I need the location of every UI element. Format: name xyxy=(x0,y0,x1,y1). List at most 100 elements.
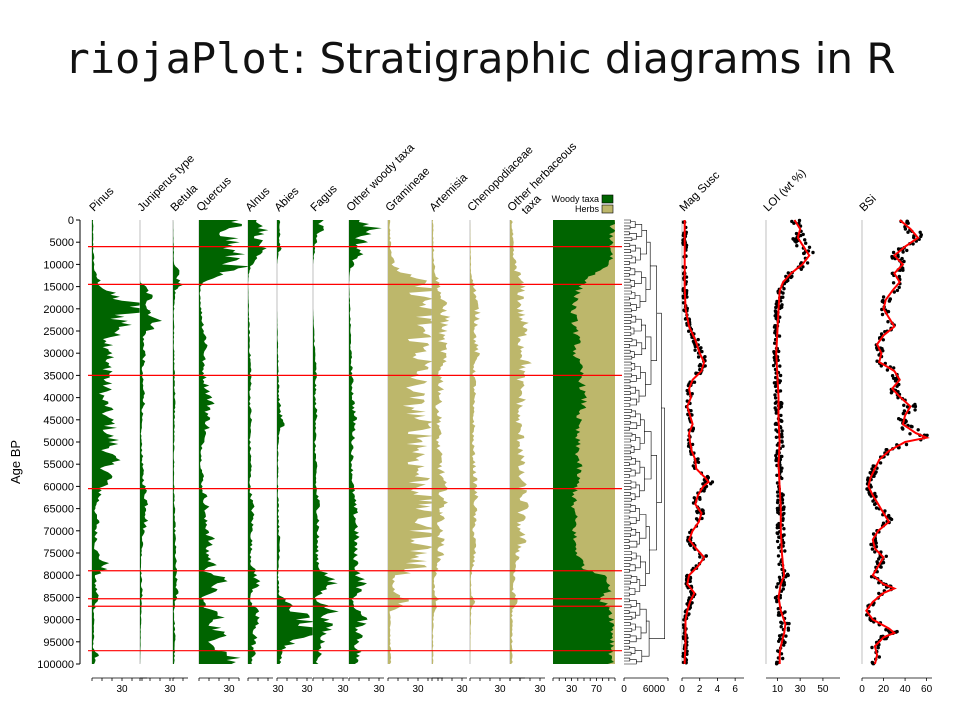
scatter-point xyxy=(873,550,877,554)
scatter-point xyxy=(811,250,815,255)
scatter-point xyxy=(704,554,708,558)
age-tick-label: 45000 xyxy=(43,415,74,427)
scatter-point xyxy=(905,248,909,253)
scatter-point xyxy=(774,411,778,415)
dendrogram-branch xyxy=(624,574,632,579)
taxon-x-tick-label: 30 xyxy=(272,684,284,695)
scatter-point xyxy=(901,427,905,431)
scatter-point xyxy=(782,527,786,531)
dendrogram-branch xyxy=(629,635,637,643)
scatter-panel-label: LOI (wt %) xyxy=(762,167,809,214)
scatter-point xyxy=(880,347,884,351)
scatter-point xyxy=(786,278,790,283)
dendrogram-branch xyxy=(624,580,631,585)
age-tick-label: 55000 xyxy=(43,459,74,471)
dendrogram-branch xyxy=(624,284,632,289)
scatter-point xyxy=(902,409,907,413)
dendrogram-branch xyxy=(624,659,637,665)
dendrogram-branch xyxy=(630,434,636,441)
dendrogram-branch xyxy=(624,320,632,324)
scatter-points-group xyxy=(681,220,715,665)
scatter-point xyxy=(876,646,880,650)
scatter-point xyxy=(884,448,888,452)
scatter-point xyxy=(776,494,780,498)
dendrogram-branch xyxy=(635,508,640,521)
dendrogram-branch xyxy=(629,422,638,429)
scatter-point xyxy=(795,244,799,248)
scatter-point xyxy=(777,535,781,539)
scatter-point xyxy=(698,362,702,367)
summary-x-tick-label: 70 xyxy=(591,684,603,695)
scatter-point xyxy=(897,382,901,387)
dendrogram-branch xyxy=(624,551,632,555)
summary-x-tick-label: 30 xyxy=(566,684,578,695)
dendrogram-branch xyxy=(624,533,631,537)
scatter-point xyxy=(805,261,810,265)
scatter-point xyxy=(886,320,890,324)
dendrogram-branch xyxy=(624,657,631,662)
dendrogram-branch xyxy=(630,410,636,418)
dendrogram-branch xyxy=(624,379,631,384)
age-tick-label: 35000 xyxy=(43,370,74,382)
scatter-x-tick-label: 2 xyxy=(697,684,703,695)
dendrogram-branch xyxy=(624,651,632,656)
dendrogram-branch xyxy=(624,278,631,283)
dendrogram-branch xyxy=(629,647,636,654)
scatter-x-tick-label: 6 xyxy=(732,684,738,695)
scatter-point xyxy=(892,366,896,370)
scatter-point xyxy=(681,635,686,639)
scatter-point xyxy=(777,562,781,566)
dendrogram-branch xyxy=(624,610,630,614)
dendrogram-branch xyxy=(624,604,632,609)
scatter-point xyxy=(773,406,777,410)
scatter-point xyxy=(877,591,881,596)
taxon-curve-abies xyxy=(277,220,321,664)
scatter-point xyxy=(870,547,875,551)
scatter-point xyxy=(790,219,794,224)
dendrogram-branch xyxy=(624,385,631,389)
scatter-x-tick-label: 30 xyxy=(795,684,807,695)
scatter-point xyxy=(901,250,905,254)
dendrogram-branch xyxy=(639,419,645,444)
age-tick-label: 75000 xyxy=(43,548,74,560)
dendrogram-x-tick-label: 0 xyxy=(621,684,627,695)
scatter-point xyxy=(888,516,892,520)
dendrogram-branch xyxy=(630,327,635,335)
scatter-point xyxy=(891,376,896,380)
scatter-point xyxy=(801,232,805,237)
scatter-point xyxy=(781,587,785,591)
dendrogram-branch xyxy=(629,564,636,572)
scatter-point xyxy=(884,628,888,632)
dendrogram-branch xyxy=(629,268,636,276)
dendrogram-branch xyxy=(624,503,632,508)
scatter-point xyxy=(777,521,781,526)
scatter-point xyxy=(706,475,710,480)
scatter-point xyxy=(782,511,786,516)
age-tick-label: 30000 xyxy=(43,348,74,360)
dendrogram-branch xyxy=(624,527,632,532)
scatter-point xyxy=(804,241,808,245)
scatter-point xyxy=(688,579,692,584)
scatter-point xyxy=(687,329,691,333)
dendrogram-branch xyxy=(635,555,641,569)
dendrogram-branch xyxy=(624,367,632,372)
dendrogram-branch xyxy=(624,628,633,632)
scatter-point xyxy=(698,555,702,559)
scatter-point xyxy=(912,235,916,240)
dendrogram-branch xyxy=(624,468,632,472)
dendrogram-branch xyxy=(624,545,630,549)
scatter-x-tick-label: 0 xyxy=(859,684,865,695)
scatter-point xyxy=(778,389,783,393)
taxon-x-tick-label: 30 xyxy=(301,684,313,695)
dendrogram-branch xyxy=(649,455,657,551)
scatter-point xyxy=(891,281,896,285)
scatter-point xyxy=(884,554,888,558)
legend-label: Herbs xyxy=(575,204,600,214)
dendrogram-branch xyxy=(624,261,630,265)
age-tick-label: 10000 xyxy=(43,259,74,271)
taxon-curve-chenopodiaceae xyxy=(470,220,481,664)
scatter-point xyxy=(775,490,780,494)
dendrogram-branch xyxy=(624,444,632,449)
scatter-point xyxy=(881,560,886,565)
scatter-point xyxy=(776,582,780,586)
